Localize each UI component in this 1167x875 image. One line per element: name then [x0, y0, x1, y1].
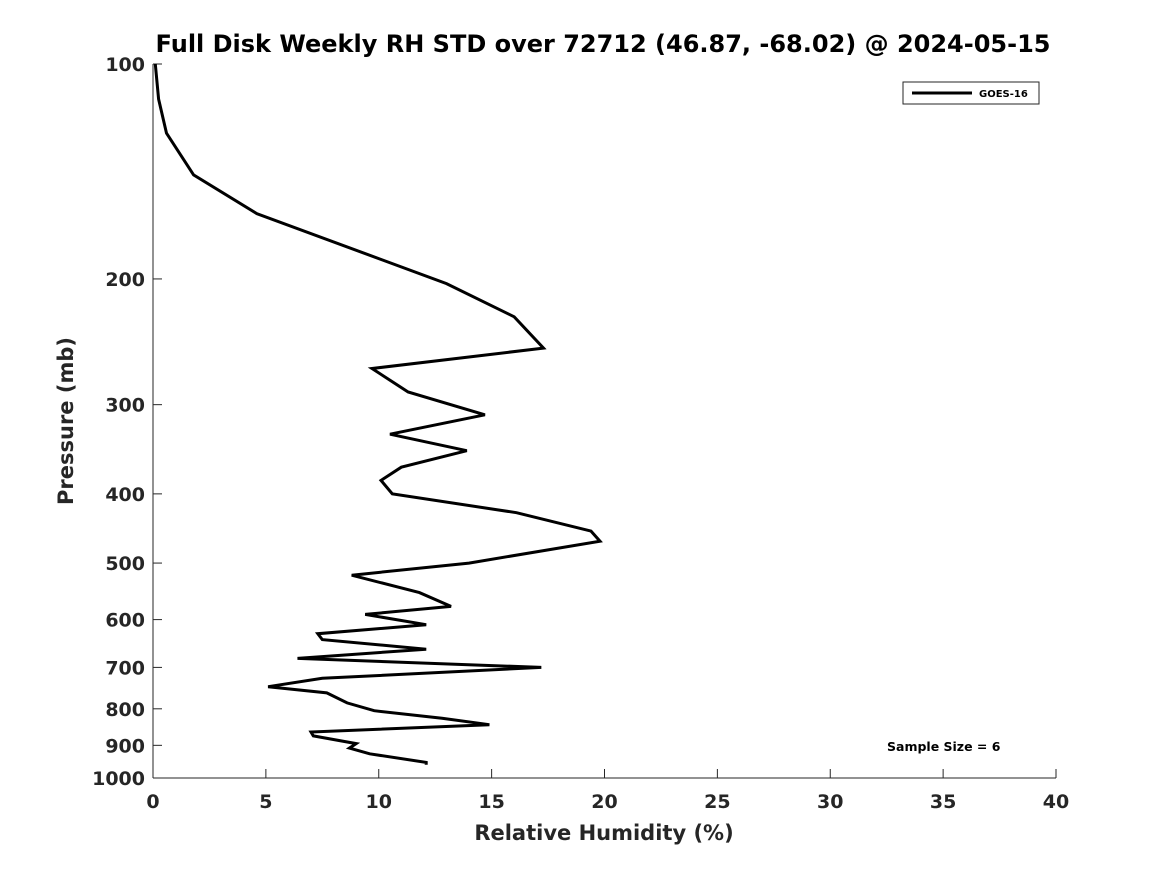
y-tick-label: 600	[105, 610, 145, 632]
y-tick-label: 800	[105, 699, 145, 721]
y-tick-label: 400	[105, 484, 145, 506]
x-tick-label: 5	[259, 791, 272, 813]
y-tick-label: 700	[105, 657, 145, 679]
axes: 0 5 10 15 20 25 30 35 40 100 200 300 400 500 600 700 800…	[92, 54, 1069, 813]
x-tick-label: 0	[146, 791, 159, 813]
legend-label-goes16: GOES-16	[979, 89, 1028, 100]
y-tick-label: 300	[105, 395, 145, 417]
x-tick-label: 35	[930, 791, 956, 813]
x-tick-label: 30	[817, 791, 843, 813]
x-tick-label: 25	[704, 791, 730, 813]
x-tick-label: 15	[478, 791, 504, 813]
series-lines	[153, 63, 603, 765]
y-tick-label: 1000	[92, 768, 145, 790]
y-tick-label: 200	[105, 269, 145, 291]
x-axis-label: Relative Humidity (%)	[474, 821, 733, 845]
y-axis-label: Pressure (mb)	[54, 337, 78, 505]
sample-size-annotation: Sample Size = 6	[887, 739, 1001, 754]
legend: GOES-16	[902, 81, 1040, 105]
series-line-goes-16	[153, 63, 603, 765]
y-tick-label: 500	[105, 553, 145, 575]
y-tick-label: 100	[105, 54, 145, 76]
x-tick-label: 20	[591, 791, 617, 813]
chart-title: Full Disk Weekly RH STD over 72712 (46.8…	[156, 30, 1051, 58]
x-tick-label: 10	[366, 791, 392, 813]
x-tick-label: 40	[1043, 791, 1069, 813]
y-tick-label: 900	[105, 735, 145, 757]
